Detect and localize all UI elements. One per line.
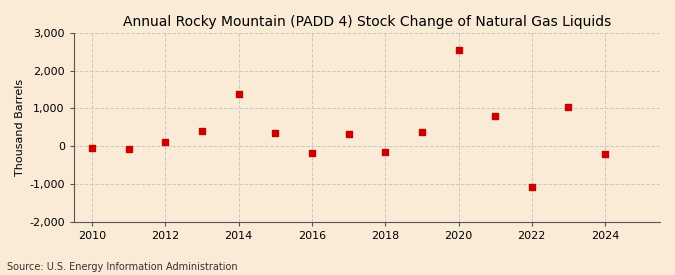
Point <box>306 151 317 155</box>
Point <box>87 146 98 150</box>
Point <box>343 132 354 136</box>
Point <box>453 48 464 52</box>
Point <box>563 104 574 109</box>
Point <box>526 185 537 189</box>
Y-axis label: Thousand Barrels: Thousand Barrels <box>15 79 25 176</box>
Point <box>380 150 391 154</box>
Point <box>599 152 610 156</box>
Title: Annual Rocky Mountain (PADD 4) Stock Change of Natural Gas Liquids: Annual Rocky Mountain (PADD 4) Stock Cha… <box>123 15 611 29</box>
Point <box>196 128 207 133</box>
Point <box>160 140 171 145</box>
Point <box>490 114 501 119</box>
Point <box>270 131 281 135</box>
Text: Source: U.S. Energy Information Administration: Source: U.S. Energy Information Administ… <box>7 262 238 272</box>
Point <box>124 147 134 152</box>
Point <box>416 130 427 134</box>
Point <box>234 92 244 96</box>
